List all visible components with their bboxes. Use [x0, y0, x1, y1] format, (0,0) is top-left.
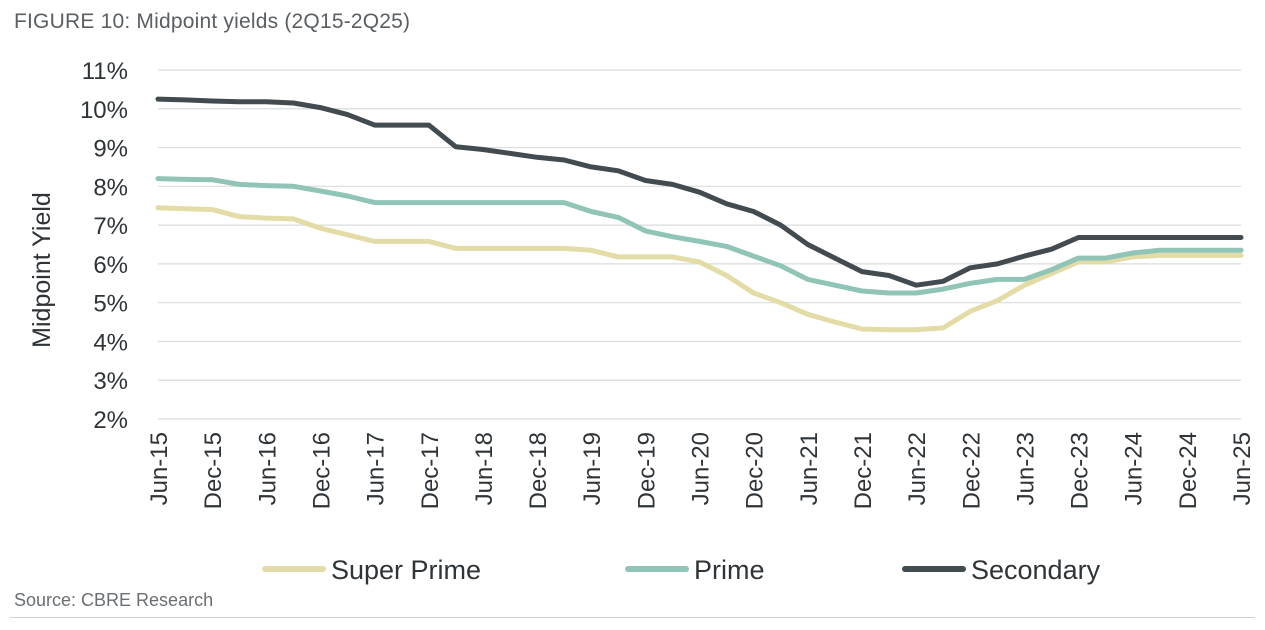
y-tick-label: 10% — [80, 97, 128, 124]
x-tick-label: Jun-23 — [1012, 432, 1039, 505]
y-axis-ticks: 2% 3% 4% 5% 6% 7% 8% 9% 10% 11% — [80, 58, 128, 434]
y-tick-label: 11% — [82, 58, 128, 85]
series-line-super-prime — [155, 205, 1244, 333]
series-lines — [155, 96, 1244, 333]
source-note: Source: CBRE Research — [14, 590, 214, 610]
x-tick-label: Jun-20 — [688, 432, 715, 505]
x-tick-label: Dec-23 — [1067, 432, 1094, 509]
x-tick-label: Jun-24 — [1121, 432, 1148, 505]
x-tick-label: Jun-21 — [796, 432, 823, 505]
x-tick-label: Dec-19 — [633, 432, 660, 509]
legend-label-secondary: Secondary — [971, 555, 1101, 585]
x-axis-ticks: Jun-15 Dec-15 Jun-16 Dec-16 Jun-17 Dec-17 Jun-… — [146, 432, 1256, 509]
y-tick-label: 5% — [93, 291, 128, 318]
x-tick-label: Jun-25 — [1229, 432, 1256, 505]
y-tick-label: 7% — [93, 213, 128, 240]
legend-label-prime: Prime — [694, 555, 765, 585]
x-tick-label: Jun-22 — [904, 432, 931, 505]
x-tick-label: Dec-17 — [417, 432, 444, 509]
y-tick-label: 2% — [93, 407, 128, 434]
series-line-prime — [155, 176, 1244, 296]
x-tick-label: Jun-19 — [579, 432, 606, 505]
x-tick-label: Dec-22 — [958, 432, 985, 509]
x-tick-label: Jun-15 — [146, 432, 173, 505]
x-tick-label: Jun-17 — [363, 432, 390, 505]
yield-line-chart: 2%3%4%5%6%7%8%9%10%11% Jun-15 Dec-15 Jun-1… — [28, 58, 1256, 585]
x-tick-label: Dec-21 — [850, 432, 877, 509]
x-tick-label: Dec-24 — [1175, 432, 1202, 509]
y-tick-label: 6% — [93, 252, 128, 279]
y-tick-label: 8% — [93, 174, 128, 201]
x-tick-label: Jun-16 — [254, 432, 281, 505]
x-tick-label: Dec-15 — [200, 432, 227, 509]
series-line-secondary — [155, 96, 1244, 288]
y-tick-label: 9% — [93, 136, 128, 163]
y-tick-label: 4% — [93, 329, 128, 356]
y-tick-label: 3% — [93, 368, 128, 395]
legend: Super Prime Prime Secondary — [262, 555, 1101, 585]
x-tick-label: Dec-20 — [742, 432, 769, 509]
y-axis-title: Midpoint Yield — [28, 192, 56, 348]
gridlines — [158, 69, 1241, 420]
x-tick-label: Jun-18 — [471, 432, 498, 505]
x-tick-label: Dec-18 — [525, 432, 552, 509]
bottom-divider — [10, 617, 1255, 618]
x-tick-label: Dec-16 — [308, 432, 335, 509]
figure-title: FIGURE 10: Midpoint yields (2Q15-2Q25) — [14, 10, 411, 33]
legend-label-super-prime: Super Prime — [331, 555, 481, 585]
